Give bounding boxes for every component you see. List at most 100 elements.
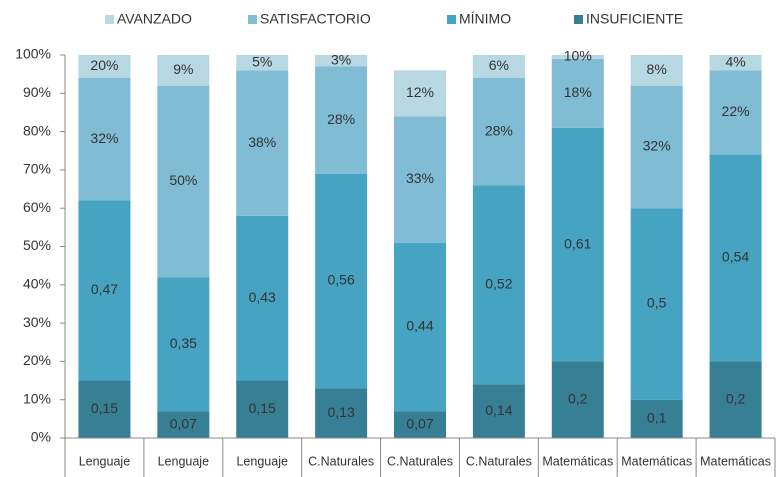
bar-segment [709,70,762,155]
data-label: 28% [327,111,355,127]
bar-segment [472,77,525,186]
data-label: 0,5 [647,295,667,311]
plot-area [78,55,762,438]
bar-segment [78,55,131,78]
data-label: 0,35 [170,335,197,351]
bar-segment [78,77,131,201]
bar-segment [315,173,368,389]
y-tick-label: 0% [31,429,51,445]
bar-segment [157,277,210,412]
bar-segment [472,55,525,78]
data-label: 9% [173,61,193,77]
data-label: 20% [90,57,118,73]
data-label: 0,07 [406,415,433,431]
legend-label: INSUFICIENTE [586,11,683,27]
data-label: 33% [406,170,434,186]
bar-segment [78,380,131,438]
y-tick-label: 10% [23,390,51,406]
data-label: 0,15 [91,400,118,416]
legend-swatch [447,15,456,24]
y-tick-label: 40% [23,276,51,292]
data-label: 22% [722,103,750,119]
y-tick-label: 30% [23,314,51,330]
y-tick-label: 100% [15,46,51,62]
data-label: 38% [248,134,276,150]
data-label: 28% [485,122,513,138]
bar-segment [315,388,368,438]
y-tick-label: 50% [23,237,51,253]
x-tick-label: C.Naturales [387,454,453,468]
data-label: 0,61 [564,235,591,251]
bar-segment [394,242,446,412]
bar-segment [472,384,525,438]
bar-segment [394,411,446,438]
bar-segment [630,55,683,86]
data-label: 0,54 [722,249,749,265]
y-tick-label: 60% [23,199,51,215]
bar-segment [709,361,762,438]
x-tick-label: Matemáticas [542,454,613,468]
x-tick-label: C.Naturales [466,454,532,468]
data-label: 6% [489,57,509,73]
bar-segment [709,154,762,362]
data-label: 0,44 [406,318,433,334]
legend-label: AVANZADO [117,11,192,27]
data-label: 0,13 [327,404,354,420]
y-tick-label: 70% [23,161,51,177]
legend-swatch [574,15,583,24]
data-label: 0,1 [647,410,667,426]
data-label: 5% [252,53,272,69]
legend-label: SATISFACTORIO [260,11,371,27]
data-label: 0,52 [485,276,512,292]
y-tick-label: 90% [23,84,51,100]
data-label: 10% [564,48,592,64]
bar-segment [630,208,683,400]
bar-segment [78,200,131,381]
x-tick-label: Lenguaje [158,454,209,468]
bar-segment [551,127,604,362]
legend-swatch [248,15,257,24]
bar-segment [551,58,604,128]
data-label: 4% [725,53,745,69]
data-label: 3% [331,51,351,67]
data-label: 18% [564,84,592,100]
bar-segment [630,85,683,209]
data-label: 0,07 [170,415,197,431]
legend-label: MÍNIMO [459,11,511,27]
data-label: 8% [647,61,667,77]
y-tick-label: 80% [23,122,51,138]
bar-segment [157,85,210,278]
bar-segment [551,361,604,438]
bar-segment [315,55,368,67]
data-label: 0,2 [726,390,746,406]
data-label: 0,56 [327,272,354,288]
bar-segment [630,399,683,438]
bar-segment [551,55,604,59]
x-tick-label: Lenguaje [79,454,130,468]
bar-segment [157,55,210,86]
x-tick-label: Lenguaje [236,454,287,468]
data-label: 0,14 [485,402,512,418]
legend-swatch [105,15,114,24]
data-label: 32% [643,138,671,154]
bar-segment [315,66,368,174]
data-label: 50% [169,172,197,188]
bar-segment [236,55,289,71]
y-tick-label: 20% [23,352,51,368]
data-label: 0,47 [91,281,118,297]
data-label: 32% [90,130,118,146]
bar-segment [157,411,210,438]
data-label: 12% [406,84,434,100]
x-tick-label: Matemáticas [621,454,692,468]
data-label: 0,43 [249,289,276,305]
x-tick-label: Matemáticas [700,454,771,468]
bar-segment [472,185,525,385]
x-tick-label: C.Naturales [308,454,374,468]
bar-segment [394,70,446,117]
bar-segment [236,380,289,438]
bar-segment [236,215,289,381]
data-label: 0,2 [568,390,588,406]
bar-segment [236,70,289,216]
data-label: 0,15 [249,400,276,416]
